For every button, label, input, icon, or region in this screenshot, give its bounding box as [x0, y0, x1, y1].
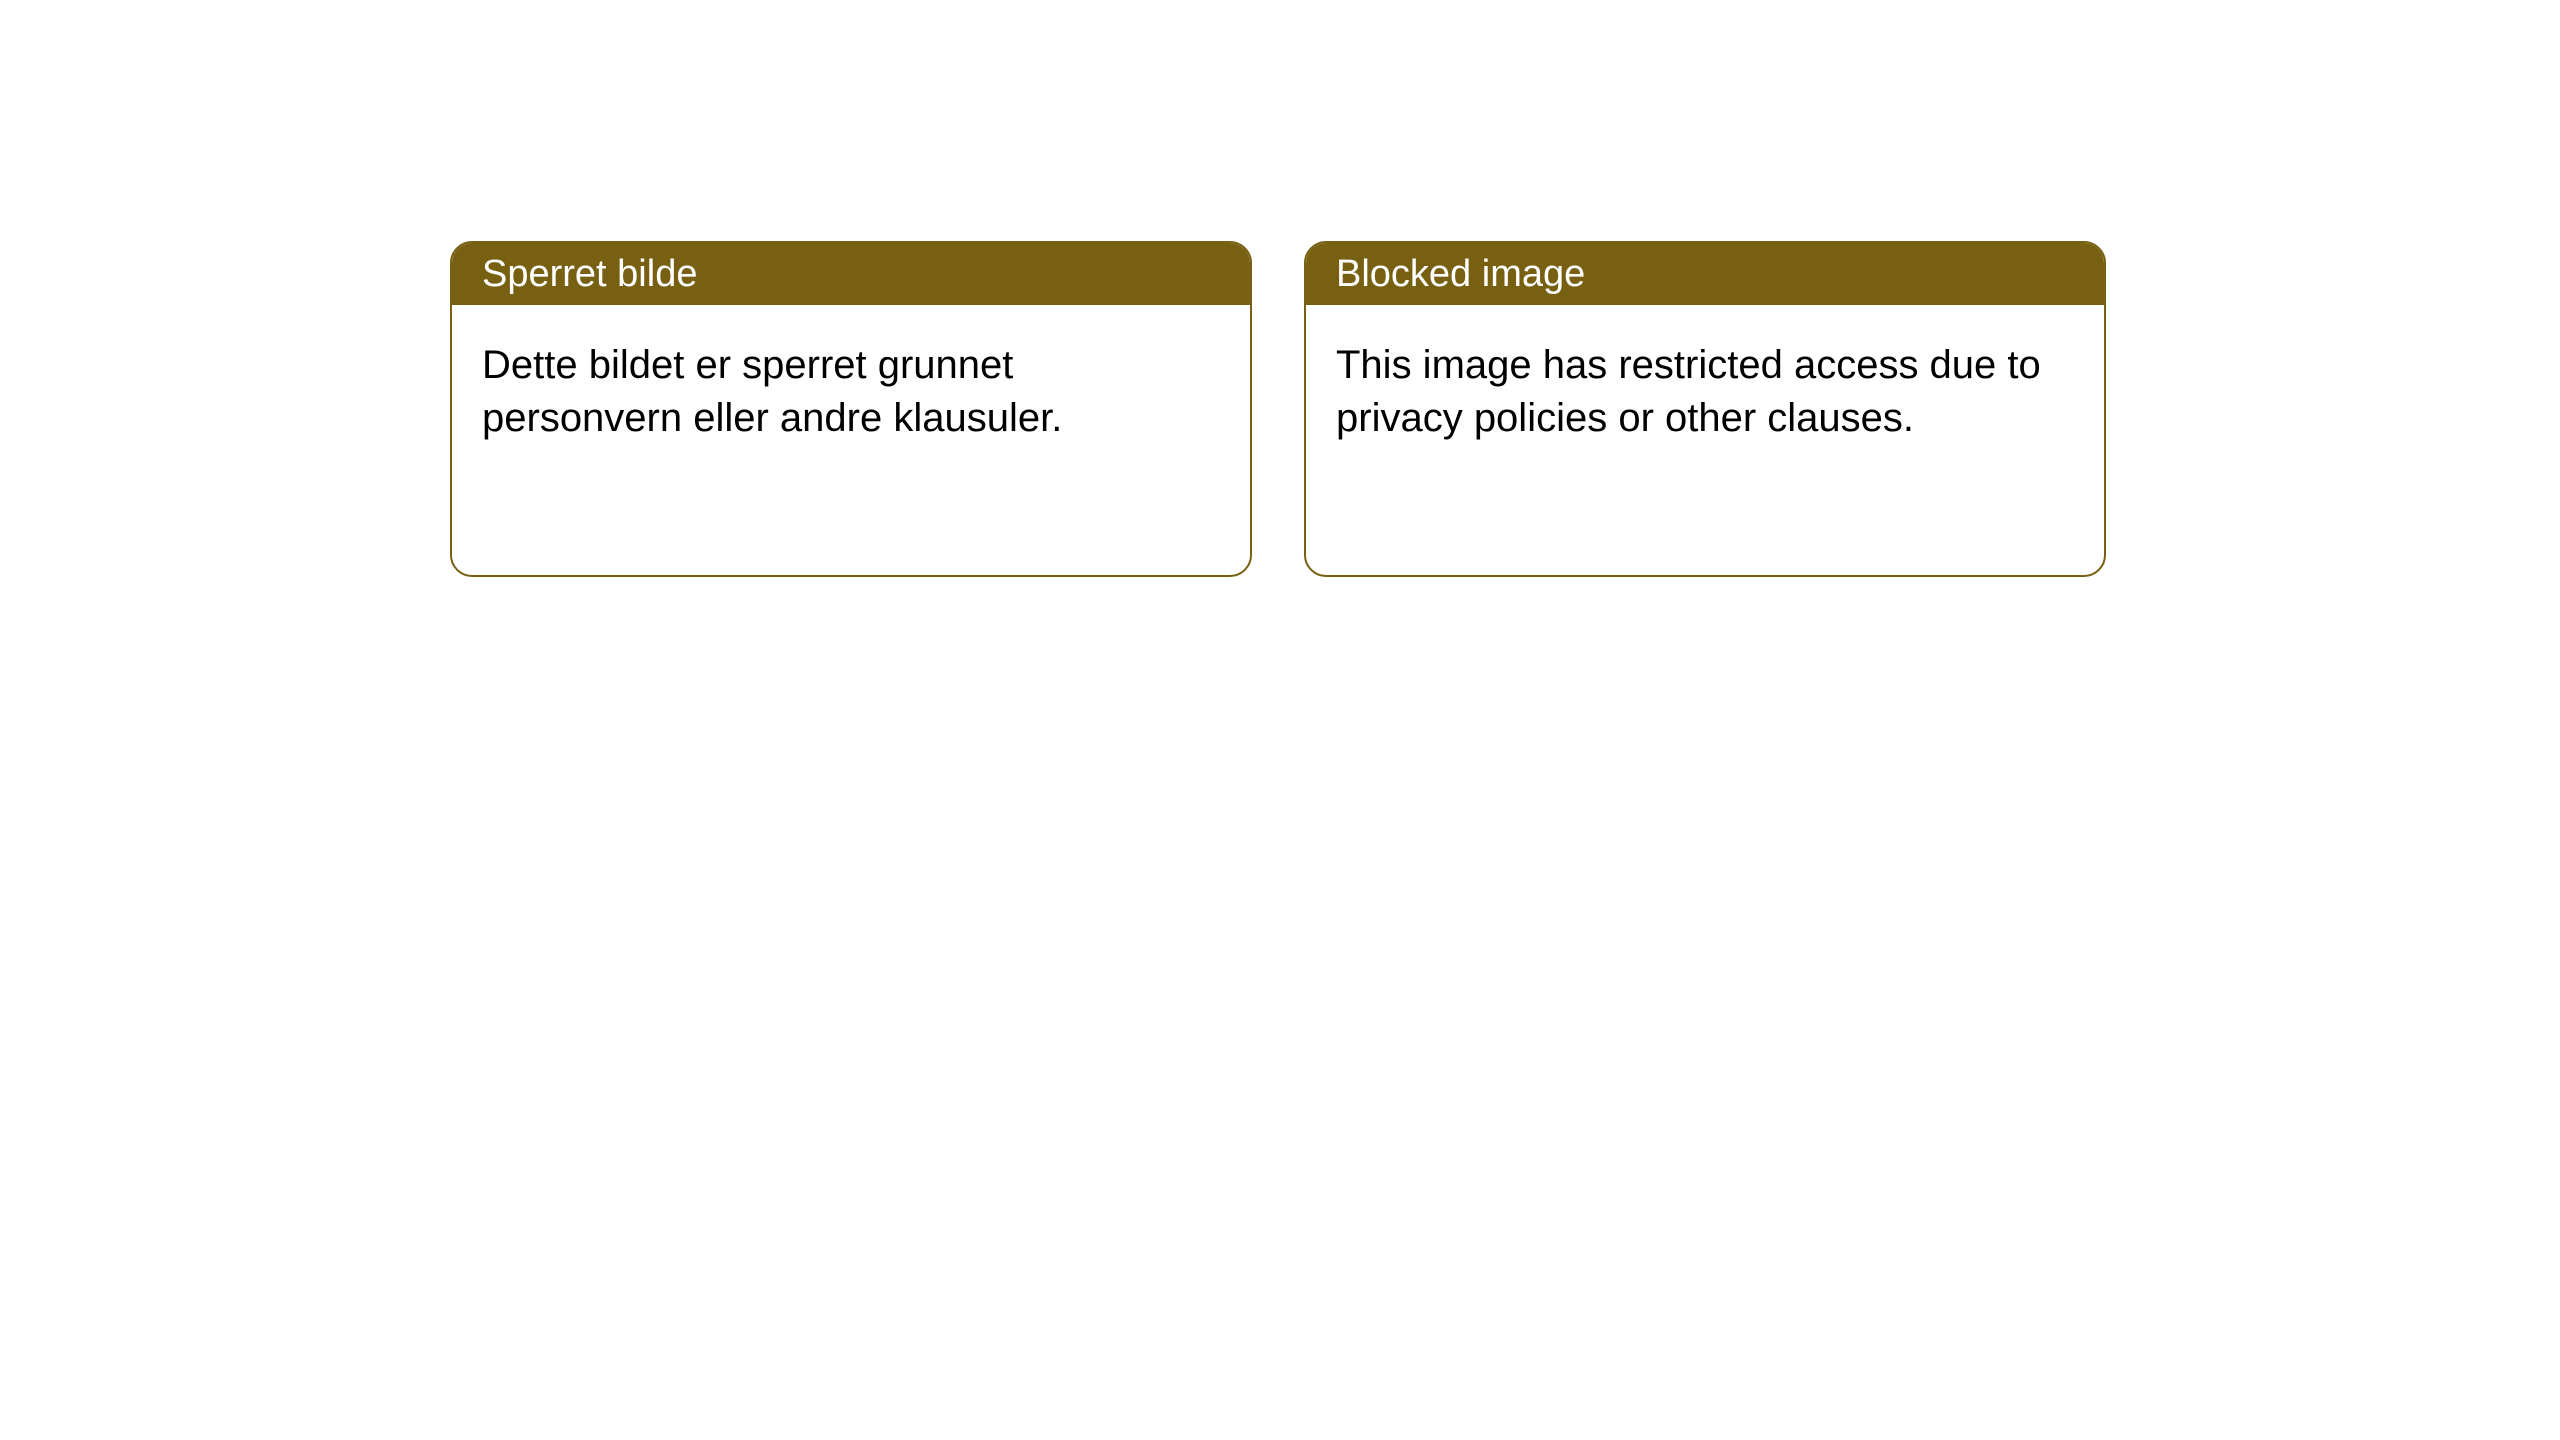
card-title: Sperret bilde [482, 253, 697, 296]
notice-cards-container: Sperret bilde Dette bildet er sperret gr… [0, 0, 2560, 577]
card-header: Blocked image [1306, 243, 2104, 305]
card-body: This image has restricted access due to … [1306, 305, 2104, 479]
card-header: Sperret bilde [452, 243, 1250, 305]
card-title: Blocked image [1336, 253, 1585, 296]
card-body: Dette bildet er sperret grunnet personve… [452, 305, 1250, 479]
card-body-text: This image has restricted access due to … [1336, 343, 2041, 440]
notice-card-english: Blocked image This image has restricted … [1304, 241, 2106, 577]
notice-card-norwegian: Sperret bilde Dette bildet er sperret gr… [450, 241, 1252, 577]
card-body-text: Dette bildet er sperret grunnet personve… [482, 343, 1062, 440]
